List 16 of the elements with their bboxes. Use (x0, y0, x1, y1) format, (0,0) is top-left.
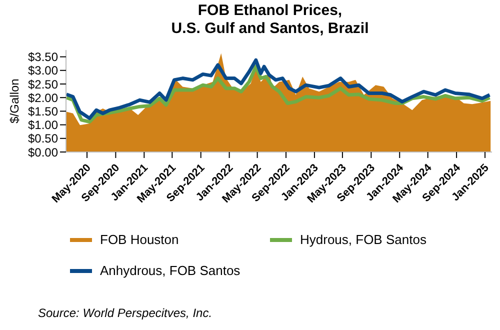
y-tick-label: $1.50 (28, 104, 58, 118)
y-tick-label: $2.00 (28, 90, 58, 105)
y-tick-label: $0.00 (28, 145, 58, 160)
line-series (66, 64, 492, 124)
chart-title: FOB Ethanol Prices, U.S. Gulf and Santos, Brazil (170, 2, 370, 38)
source-note: Source: World Perspecitves, Inc. (38, 306, 212, 320)
y-tick-label: $3.50 (28, 50, 58, 64)
y-tick-label: $1.00 (28, 118, 58, 132)
legend-label: Anhydrous, FOB Santos (100, 263, 240, 278)
y-tick-label: $2.50 (28, 77, 58, 92)
y-tick-label: $3.00 (28, 64, 58, 78)
legend-label: Hydrous, FOB Santos (300, 232, 426, 247)
line-series (66, 58, 492, 120)
y-tick-label: $0.50 (28, 132, 58, 146)
y-axis-title: $/Gallon (7, 78, 22, 124)
legend-label: FOB Houston (100, 232, 179, 247)
